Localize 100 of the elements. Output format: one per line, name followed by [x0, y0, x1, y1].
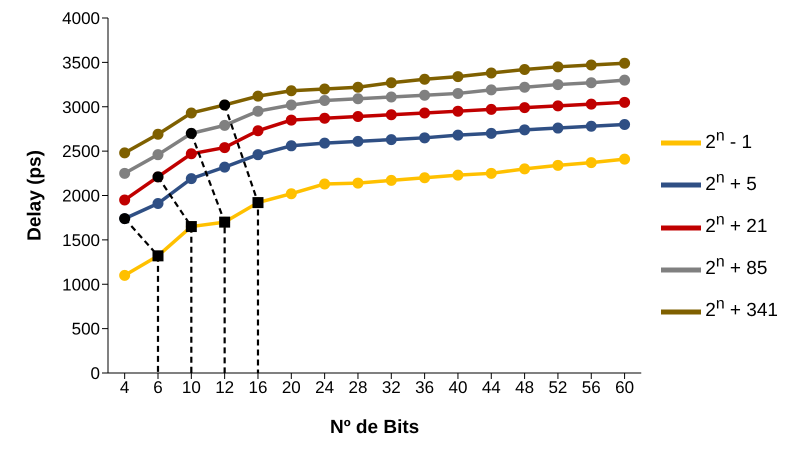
- x-tick-label: 32: [382, 378, 401, 398]
- point: [452, 106, 464, 117]
- point: [619, 58, 630, 69]
- point: [519, 102, 530, 114]
- legend-label: 2$^{n}$ - 1: [705, 127, 752, 153]
- point: [152, 198, 164, 209]
- y-tick-label: 500: [72, 320, 100, 339]
- point: [519, 163, 530, 174]
- point: [219, 120, 230, 131]
- point: [319, 112, 330, 124]
- point: [519, 124, 530, 136]
- point: [252, 149, 264, 160]
- point: [552, 79, 564, 90]
- point: [252, 106, 264, 117]
- x-tick-label: 40: [448, 378, 468, 398]
- point: [419, 132, 430, 144]
- x-tick-label: 20: [282, 378, 301, 398]
- point: [452, 88, 464, 99]
- point: [352, 93, 364, 104]
- x-tick-label: 44: [482, 378, 501, 398]
- y-tick-label: 0: [90, 364, 100, 384]
- point: [286, 140, 297, 152]
- x-tick-label: 6: [153, 378, 163, 398]
- point: [386, 174, 397, 186]
- x-tick-label: 56: [582, 378, 601, 398]
- legend-label: 2$^{n}$ + 5: [705, 169, 757, 195]
- point: [319, 84, 330, 94]
- point: [519, 82, 530, 93]
- point: [119, 270, 130, 281]
- x-axis-title: Nº de Bits: [330, 417, 420, 438]
- point: [619, 96, 630, 108]
- point: [352, 178, 364, 189]
- point: [486, 128, 497, 139]
- legend-label: 2$^{n}$ + 85: [705, 254, 768, 279]
- point: [186, 173, 197, 184]
- point: [419, 107, 430, 118]
- point: [219, 142, 230, 154]
- x-tick-label: 52: [548, 378, 568, 398]
- point: [352, 111, 364, 122]
- point: [619, 74, 630, 86]
- legend-label: 2$^{n}$ + 341: [705, 296, 778, 321]
- x-tick-label: 24: [315, 378, 334, 398]
- point: [486, 168, 497, 179]
- x-tick-label: 60: [615, 378, 634, 398]
- point: [452, 71, 464, 82]
- point: [319, 178, 330, 190]
- point: [386, 109, 397, 120]
- point: [586, 98, 597, 110]
- y-tick-label: 4000: [62, 9, 100, 28]
- point: [386, 77, 397, 88]
- point: [452, 130, 464, 141]
- point: [452, 170, 464, 181]
- point: [286, 188, 297, 200]
- point: [619, 119, 630, 130]
- point: [486, 68, 497, 79]
- point: [286, 85, 297, 96]
- x-tick-label: 4: [120, 378, 130, 398]
- point: [386, 134, 397, 146]
- point: [186, 148, 197, 160]
- point: [486, 104, 497, 115]
- point: [586, 157, 597, 168]
- point: [319, 138, 330, 149]
- y-axis-title: Delay (ps): [24, 150, 46, 241]
- point: [552, 100, 564, 112]
- point: [552, 160, 564, 171]
- x-tick-label: 10: [182, 378, 201, 398]
- point: [386, 91, 397, 102]
- y-tick-label: 1000: [62, 275, 100, 294]
- point: [119, 168, 130, 179]
- point: [252, 125, 264, 136]
- y-tick-label: 2000: [62, 186, 100, 206]
- point: [319, 95, 330, 106]
- x-tick-label: 48: [515, 378, 534, 398]
- y-tick-label: 2500: [62, 142, 100, 162]
- point: [119, 147, 130, 158]
- point: [419, 172, 430, 184]
- point: [152, 149, 164, 160]
- x-tick-label: 36: [415, 378, 434, 398]
- y-tick-label: 1500: [62, 230, 100, 250]
- point: [286, 99, 297, 110]
- x-tick-label: 28: [348, 378, 368, 398]
- point: [352, 136, 364, 147]
- x-tick-label: 12: [215, 378, 234, 398]
- legend-label: 2$^{n}$ + 21: [705, 211, 768, 237]
- point: [586, 60, 597, 71]
- point: [119, 194, 130, 206]
- point: [152, 128, 164, 140]
- point: [586, 77, 597, 88]
- y-tick-label: 3500: [62, 53, 100, 72]
- point: [552, 61, 564, 72]
- point: [286, 114, 297, 126]
- point: [219, 162, 230, 173]
- y-tick-label: 3000: [62, 98, 100, 117]
- point: [252, 90, 264, 102]
- point: [419, 74, 430, 85]
- point: [419, 90, 430, 101]
- point: [619, 154, 630, 165]
- point: [519, 64, 530, 75]
- point: [486, 84, 497, 96]
- point: [186, 107, 197, 118]
